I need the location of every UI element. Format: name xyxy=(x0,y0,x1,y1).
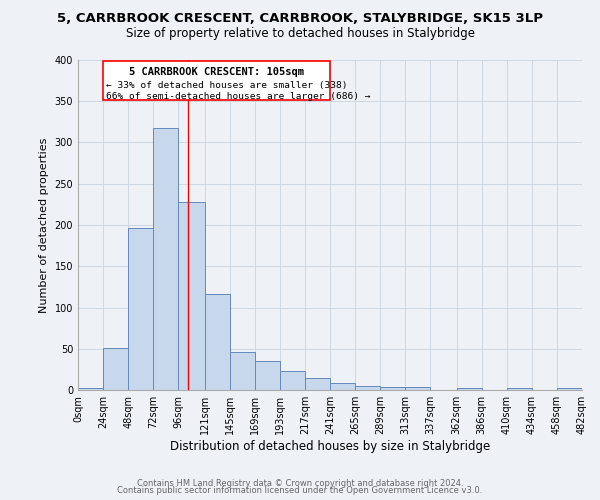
Text: Size of property relative to detached houses in Stalybridge: Size of property relative to detached ho… xyxy=(125,28,475,40)
Text: ← 33% of detached houses are smaller (338): ← 33% of detached houses are smaller (33… xyxy=(106,80,348,90)
Bar xyxy=(355,386,380,390)
Bar xyxy=(380,386,405,390)
Bar xyxy=(457,388,482,390)
Bar xyxy=(507,388,532,390)
Text: Contains public sector information licensed under the Open Government Licence v3: Contains public sector information licen… xyxy=(118,486,482,495)
Text: 66% of semi-detached houses are larger (686) →: 66% of semi-detached houses are larger (… xyxy=(106,92,371,101)
Bar xyxy=(103,348,128,390)
Bar xyxy=(153,128,178,390)
X-axis label: Distribution of detached houses by size in Stalybridge: Distribution of detached houses by size … xyxy=(170,440,490,453)
Bar xyxy=(330,384,355,390)
Bar xyxy=(178,202,205,390)
Bar xyxy=(230,352,255,390)
Bar xyxy=(405,386,430,390)
Text: 5 CARRBROOK CRESCENT: 105sqm: 5 CARRBROOK CRESCENT: 105sqm xyxy=(129,68,304,78)
Text: Contains HM Land Registry data © Crown copyright and database right 2024.: Contains HM Land Registry data © Crown c… xyxy=(137,478,463,488)
Bar xyxy=(78,388,103,390)
Y-axis label: Number of detached properties: Number of detached properties xyxy=(39,138,49,312)
Bar xyxy=(205,294,230,390)
Bar xyxy=(280,371,305,390)
Bar xyxy=(255,361,280,390)
Bar xyxy=(305,378,330,390)
Bar xyxy=(557,388,582,390)
Text: 5, CARRBROOK CRESCENT, CARRBROOK, STALYBRIDGE, SK15 3LP: 5, CARRBROOK CRESCENT, CARRBROOK, STALYB… xyxy=(57,12,543,26)
FancyBboxPatch shape xyxy=(103,61,330,100)
Bar xyxy=(128,228,153,390)
